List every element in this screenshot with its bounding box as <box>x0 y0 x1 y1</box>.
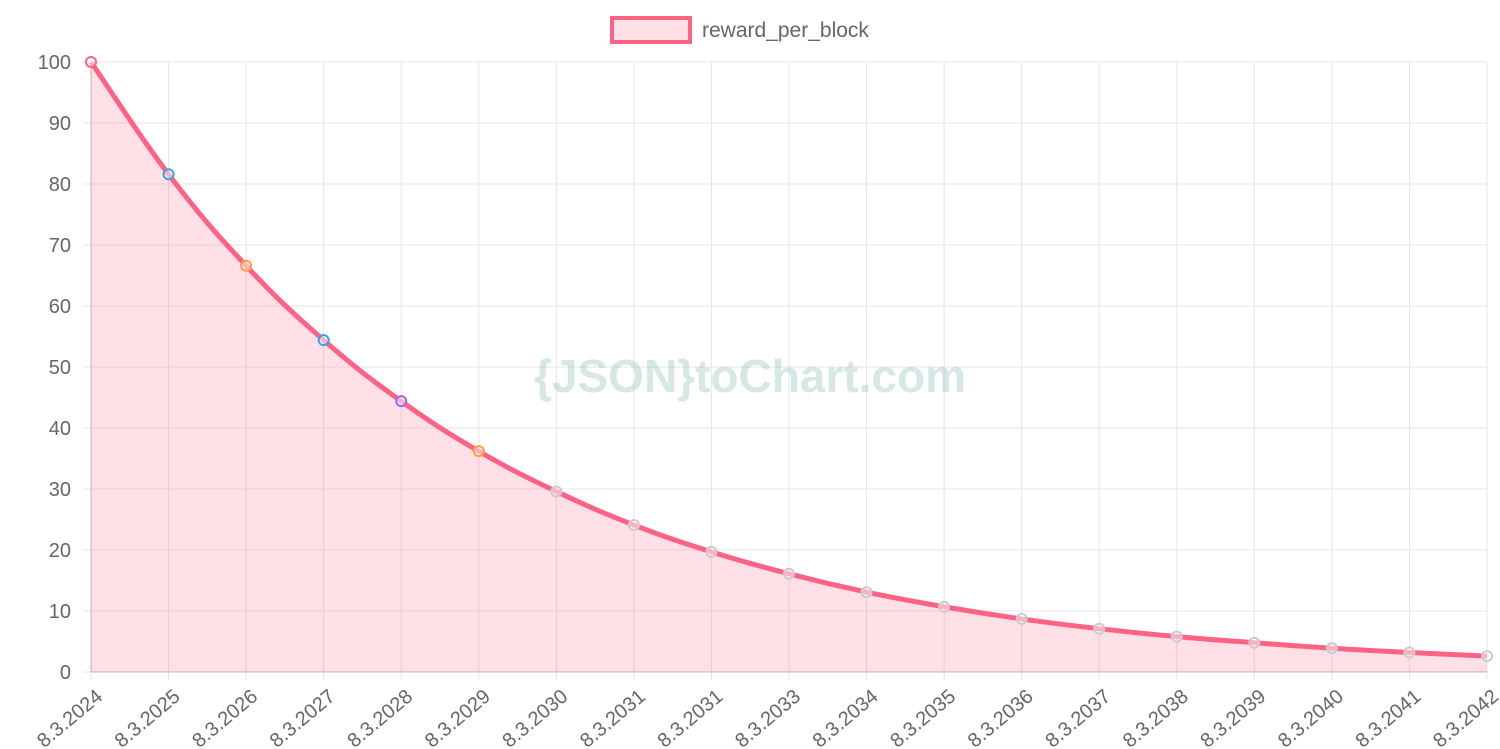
x-tick-label: 8.3.2039 <box>1197 685 1271 749</box>
point <box>85 56 97 68</box>
x-tick-label: 8.3.2027 <box>266 685 340 749</box>
x-tick-label: 8.3.2028 <box>343 685 417 749</box>
x-tick-label: 8.3.2035 <box>886 685 960 749</box>
y-tick-label: 70 <box>49 235 71 257</box>
y-tick-label: 30 <box>49 479 71 501</box>
x-tick-label: 8.3.2033 <box>731 685 805 749</box>
x-tick-label: 8.3.2025 <box>111 685 185 749</box>
point <box>395 395 408 408</box>
x-tick-label: 8.3.2042 <box>1429 685 1500 749</box>
point <box>240 259 253 272</box>
watermark: {JSON}toChart.com <box>534 350 966 402</box>
point <box>1403 646 1416 659</box>
point <box>627 518 640 531</box>
point <box>1170 630 1183 643</box>
x-tick-label: 8.3.2031 <box>654 685 728 749</box>
x-tick-label: 8.3.2024 <box>33 685 107 749</box>
y-tick-label: 80 <box>49 174 71 196</box>
x-tick-label: 8.3.2034 <box>809 685 883 749</box>
point <box>1093 622 1106 635</box>
point <box>1015 612 1028 625</box>
x-tick-label: 8.3.2030 <box>499 685 573 749</box>
area <box>91 62 1487 672</box>
point <box>550 485 563 498</box>
point <box>162 168 175 181</box>
point <box>860 586 873 599</box>
y-tick-label: 90 <box>49 113 71 135</box>
legend-label: reward_per_block <box>702 19 869 42</box>
x-tick-label: 8.3.2031 <box>576 685 650 749</box>
y-tick-label: 20 <box>49 540 71 562</box>
x-tick-label: 8.3.2036 <box>964 685 1038 749</box>
x-tick-label: 8.3.2041 <box>1352 685 1426 749</box>
point <box>705 545 718 558</box>
y-tick-label: 10 <box>49 601 71 623</box>
y-tick-label: 40 <box>49 418 71 440</box>
legend-swatch <box>610 16 692 44</box>
y-tick-label: 50 <box>49 357 71 379</box>
point <box>1481 650 1493 663</box>
y-tick-label: 0 <box>60 662 71 684</box>
point <box>317 334 330 347</box>
x-tick-label: 8.3.2040 <box>1274 685 1348 749</box>
point <box>1248 636 1261 649</box>
point <box>783 567 795 580</box>
x-tick-label: 8.3.2026 <box>188 685 262 749</box>
point <box>472 445 485 458</box>
x-tick-label: 8.3.2037 <box>1041 685 1115 749</box>
y-tick-label: 60 <box>49 296 71 318</box>
x-tick-label: 8.3.2038 <box>1119 685 1193 749</box>
line <box>88 60 1488 659</box>
point <box>938 600 951 613</box>
x-tick-label: 8.3.2029 <box>421 685 495 749</box>
y-tick-label: 100 <box>38 52 71 74</box>
point <box>1325 642 1338 655</box>
